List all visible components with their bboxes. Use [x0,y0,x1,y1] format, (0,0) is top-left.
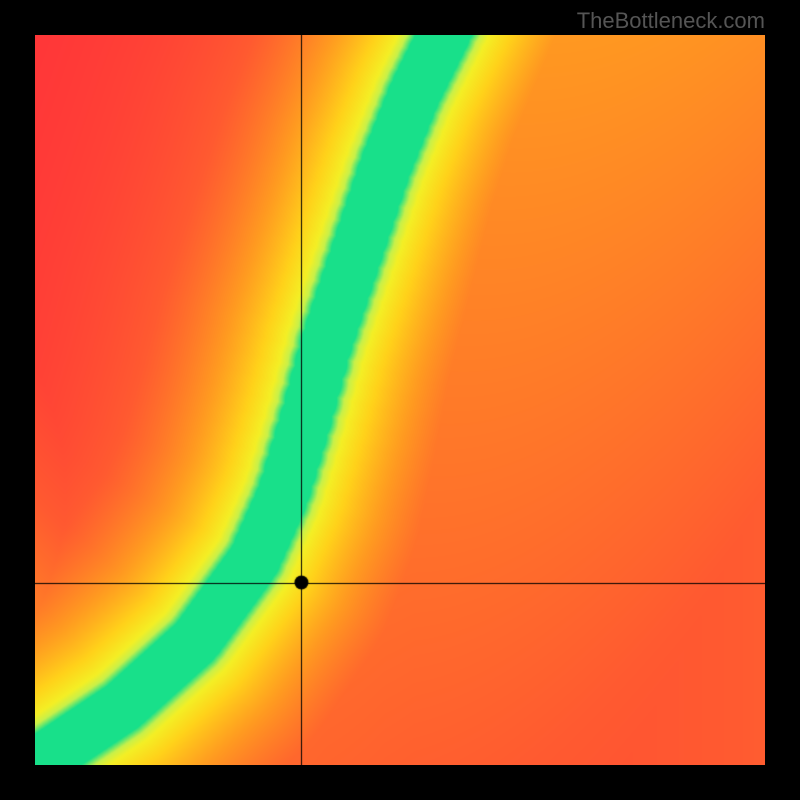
bottleneck-heatmap [35,35,765,765]
watermark-text: TheBottleneck.com [577,8,765,34]
